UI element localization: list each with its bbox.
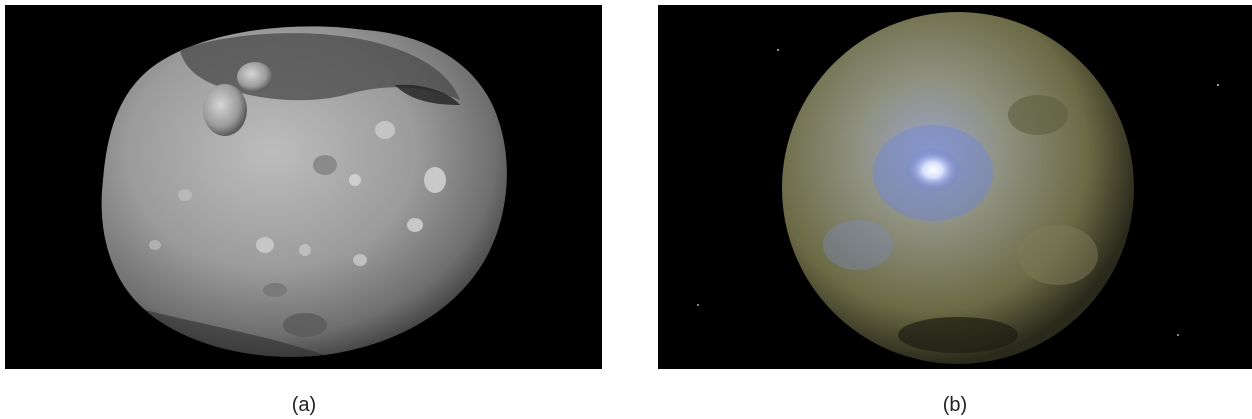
dwarf-planet-image <box>658 5 1252 369</box>
dwarf-planet-image-panel <box>658 5 1252 369</box>
panel-a-caption: (a) <box>291 394 317 416</box>
asteroid-image <box>5 5 602 369</box>
panel-b-caption: (b) <box>942 394 968 416</box>
asteroid-body <box>101 26 507 357</box>
asteroid-image-panel <box>5 5 602 369</box>
